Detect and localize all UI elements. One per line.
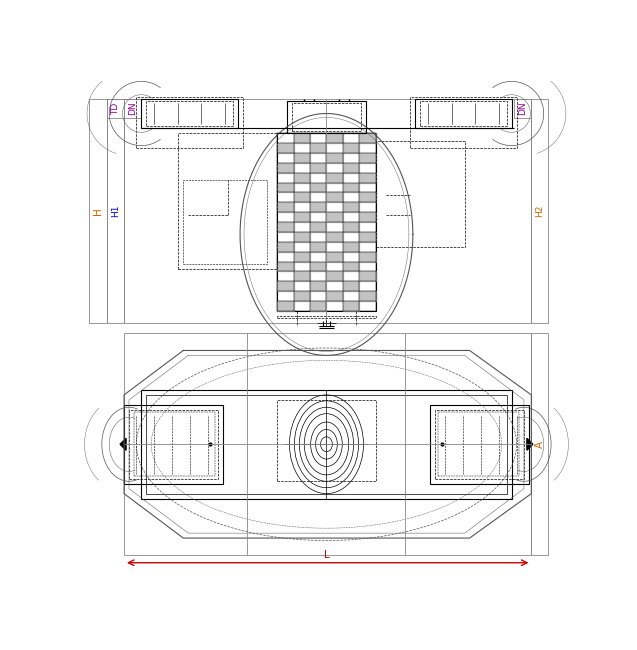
Polygon shape — [310, 163, 327, 173]
Polygon shape — [343, 143, 359, 153]
Polygon shape — [294, 232, 310, 242]
Polygon shape — [277, 222, 294, 232]
Polygon shape — [343, 261, 359, 272]
Polygon shape — [359, 232, 376, 242]
Polygon shape — [310, 281, 327, 291]
Text: TD: TD — [111, 103, 120, 114]
Polygon shape — [343, 242, 359, 252]
Polygon shape — [359, 252, 376, 261]
Polygon shape — [310, 183, 327, 192]
Polygon shape — [310, 242, 327, 252]
Polygon shape — [359, 192, 376, 202]
Polygon shape — [359, 272, 376, 281]
Polygon shape — [294, 153, 310, 163]
Polygon shape — [327, 213, 343, 222]
Text: H1: H1 — [111, 205, 120, 217]
Polygon shape — [343, 163, 359, 173]
Polygon shape — [294, 192, 310, 202]
Text: DN: DN — [128, 102, 137, 116]
Polygon shape — [327, 133, 343, 143]
Polygon shape — [294, 133, 310, 143]
Polygon shape — [327, 173, 343, 183]
Polygon shape — [359, 213, 376, 222]
Polygon shape — [327, 192, 343, 202]
Polygon shape — [327, 272, 343, 281]
Polygon shape — [359, 291, 376, 301]
Polygon shape — [343, 281, 359, 291]
Polygon shape — [310, 143, 327, 153]
Text: H: H — [92, 207, 103, 215]
Text: A: A — [534, 441, 545, 448]
Polygon shape — [343, 183, 359, 192]
Polygon shape — [294, 213, 310, 222]
Polygon shape — [277, 183, 294, 192]
Polygon shape — [294, 272, 310, 281]
Polygon shape — [120, 438, 126, 450]
Polygon shape — [343, 202, 359, 213]
Polygon shape — [310, 222, 327, 232]
Polygon shape — [294, 173, 310, 183]
Polygon shape — [327, 232, 343, 242]
Text: DN: DN — [518, 102, 527, 116]
Text: L: L — [324, 551, 329, 560]
Polygon shape — [343, 222, 359, 232]
Polygon shape — [310, 261, 327, 272]
Polygon shape — [327, 252, 343, 261]
Polygon shape — [277, 143, 294, 153]
Polygon shape — [277, 261, 294, 272]
Polygon shape — [310, 301, 327, 311]
Polygon shape — [277, 281, 294, 291]
Polygon shape — [359, 153, 376, 163]
Polygon shape — [359, 133, 376, 143]
Polygon shape — [343, 301, 359, 311]
Polygon shape — [527, 438, 533, 450]
Polygon shape — [327, 291, 343, 301]
Polygon shape — [327, 153, 343, 163]
Polygon shape — [294, 291, 310, 301]
Polygon shape — [277, 202, 294, 213]
Text: H2: H2 — [535, 205, 544, 217]
Polygon shape — [294, 252, 310, 261]
Polygon shape — [277, 242, 294, 252]
Polygon shape — [310, 202, 327, 213]
Polygon shape — [359, 173, 376, 183]
Polygon shape — [277, 163, 294, 173]
Polygon shape — [277, 301, 294, 311]
